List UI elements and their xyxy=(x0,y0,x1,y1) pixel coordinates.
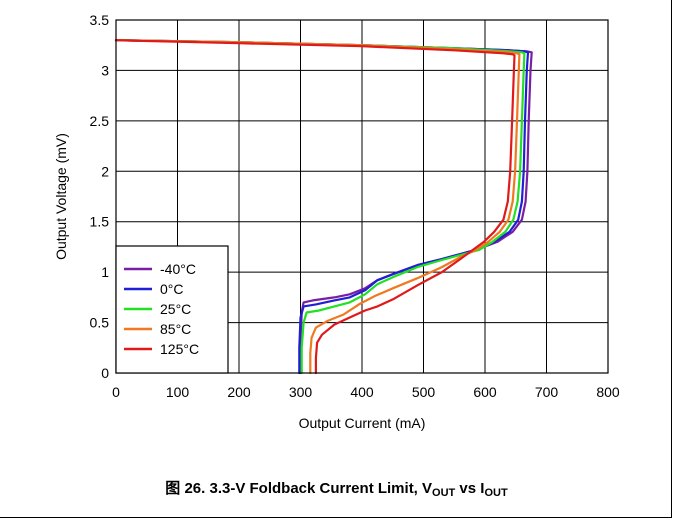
legend-label-0: -40°C xyxy=(160,261,196,277)
x-tick-label-5: 500 xyxy=(412,384,436,400)
series-line-125c xyxy=(114,39,516,375)
y-tick-label-3: 1.5 xyxy=(90,214,110,230)
y-tick-label-5: 2.5 xyxy=(90,113,110,129)
y-axis-label: Output Voltage (mV) xyxy=(53,133,69,260)
legend-label-1: 0°C xyxy=(160,281,184,297)
x-tick-label-4: 400 xyxy=(350,384,374,400)
y-tick-label-6: 3 xyxy=(101,62,109,78)
plot-frame xyxy=(115,19,609,374)
series-line-85c xyxy=(114,39,521,375)
x-tick-label-1: 100 xyxy=(166,384,190,400)
y-tick-label-1: 0.5 xyxy=(90,315,110,331)
legend-label-4: 125°C xyxy=(160,341,199,357)
x-tick-label-6: 600 xyxy=(473,384,497,400)
caption-sub-out-1: OUT xyxy=(432,487,456,499)
y-tick-label-7: 3.5 xyxy=(90,12,110,28)
chart: 0 100 200 300 400 500 600 700 800 0 0.5 1 1.5 2 2.5 3 3.… xyxy=(53,12,620,431)
caption-sub-out-2: OUT xyxy=(484,487,508,499)
x-tick-label-7: 700 xyxy=(535,384,559,400)
caption-mid: vs I xyxy=(455,480,485,497)
legend-label-2: 25°C xyxy=(160,301,191,317)
caption-prefix: 图 26. 3.3-V Foldback Current Limit, V xyxy=(165,480,433,497)
series-line-25c xyxy=(114,39,526,375)
x-tick-label-8: 800 xyxy=(596,384,620,400)
legend-label-3: 85°C xyxy=(160,321,191,337)
x-tick-label-2: 200 xyxy=(227,384,251,400)
y-tick-label-4: 2 xyxy=(101,163,109,179)
x-tick-label-3: 300 xyxy=(289,384,313,400)
figure-caption: 图 26. 3.3-V Foldback Current Limit, VOUT… xyxy=(0,477,673,499)
y-tick-label-0: 0 xyxy=(101,365,109,381)
y-tick-label-2: 1 xyxy=(101,264,109,280)
x-axis-label: Output Current (mA) xyxy=(299,415,426,431)
x-tick-label-0: 0 xyxy=(112,384,120,400)
